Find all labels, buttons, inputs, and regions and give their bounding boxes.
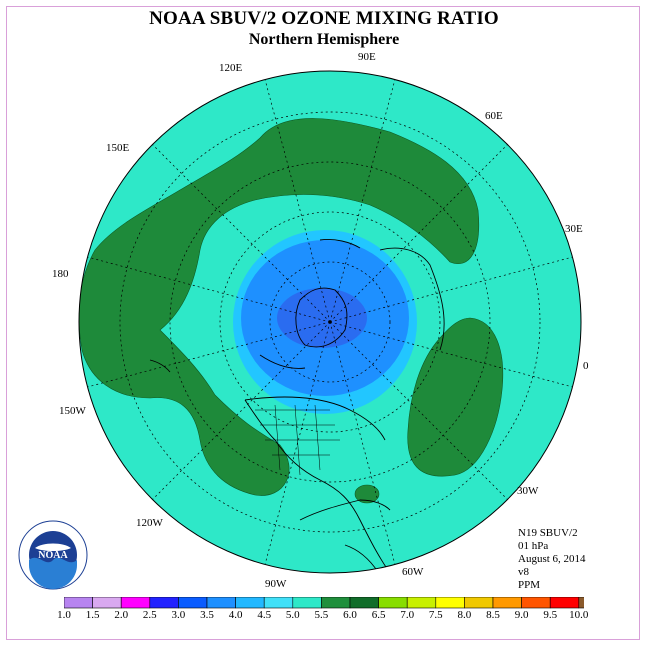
colorbar-tick-label: 3.5: [200, 609, 214, 621]
colorbar-swatch: [149, 597, 179, 609]
colorbar-swatch: [435, 597, 465, 609]
ozone-high-region: [354, 484, 380, 504]
lon-label-90w: 90W: [265, 578, 287, 590]
meridian-line: [79, 254, 331, 323]
colorbar-swatch: [292, 597, 322, 609]
colorbar-tick-label: 3.0: [171, 609, 186, 621]
state-borders: [255, 404, 340, 476]
colorbar-swatch: [349, 597, 379, 609]
coastlines: [149, 239, 445, 573]
colorbar-tick-label: 10.0: [569, 609, 589, 621]
colorbar-tick-label: 1.5: [85, 609, 100, 621]
colorbar-tick-label: 4.0: [228, 609, 243, 621]
meridian-line: [329, 321, 398, 573]
colorbar-tick-label: 9.0: [514, 609, 529, 621]
ozone-high-region: [79, 118, 480, 496]
ozone-high-region: [407, 317, 504, 477]
colorbar-tick-label: 4.5: [257, 609, 272, 621]
lon-label-0: 0: [583, 360, 589, 372]
pressure-level-label: 01 hPa: [518, 540, 549, 552]
frame-border: [6, 6, 640, 640]
satellite-label: N19 SBUV/2: [518, 527, 578, 539]
meridian-line: [329, 254, 581, 323]
lon-label-30w: 30W: [517, 485, 539, 497]
info-block: N19 SBUV/2 01 hPa August 6, 2014 v8 PPM: [518, 527, 586, 592]
colorbar-tick-label: 8.5: [486, 609, 500, 621]
colorbar-swatch: [521, 597, 551, 609]
colorbar-swatch: [464, 597, 494, 609]
colorbar-swatch: [120, 597, 151, 609]
lon-label-60e: 60E: [485, 110, 503, 122]
logo-text: NOAA: [38, 550, 68, 561]
units-label: PPM: [518, 579, 541, 591]
date-label: August 6, 2014: [518, 553, 586, 565]
meridians: [79, 71, 581, 573]
colorbar-tick-label: 7.5: [428, 609, 443, 621]
colorbar-tick-label: 7.0: [400, 609, 415, 621]
colorbar-tick-label: 2.5: [142, 609, 157, 621]
meridian-line: [262, 321, 331, 573]
colorbar-swatch: [92, 597, 122, 609]
lon-label-120e: 120E: [219, 62, 243, 74]
colorbar-swatch: [378, 597, 408, 609]
colorbar-swatch: [178, 597, 208, 609]
colorbar-tick-label: 8.0: [457, 609, 472, 621]
meridian-line: [329, 137, 515, 323]
colorbar-swatch: [64, 597, 93, 609]
colorbar-swatch: [578, 597, 584, 609]
colorbar-swatch: [263, 597, 294, 609]
lon-label-150e: 150E: [106, 142, 130, 154]
lon-label-60w: 60W: [402, 566, 424, 578]
colorbar-swatch: [235, 597, 265, 609]
lon-label-30e: 30E: [565, 223, 583, 235]
colorbar-swatch: [206, 597, 236, 609]
colorbar-tick-label: 1.0: [57, 609, 71, 621]
lon-label-90e: 90E: [358, 51, 376, 63]
colorbar-tick-label: 2.0: [114, 609, 129, 621]
meridian-line: [79, 321, 331, 390]
map-subtitle: Northern Hemisphere: [248, 31, 400, 48]
colorbar-tick-label: 6.0: [343, 609, 357, 621]
colorbar-tick-label: 5.5: [314, 609, 329, 621]
meridian-line: [145, 137, 331, 323]
lon-label-120w: 120W: [136, 517, 163, 529]
meridian-line: [262, 71, 331, 323]
noaa-logo: NOAA: [18, 520, 88, 590]
meridian-line: [329, 71, 398, 323]
colorbar-swatch: [549, 597, 580, 609]
colorbar-tick-label: 5.0: [285, 609, 300, 621]
colorbar: [64, 597, 584, 609]
lon-label-150w: 150W: [59, 405, 86, 417]
colorbar-tick-label: 6.5: [371, 609, 386, 621]
colorbar-swatch: [492, 597, 522, 609]
colorbar-swatch: [406, 597, 437, 609]
meridian-line: [329, 321, 581, 390]
map-edge: [78, 70, 582, 574]
meridian-line: [145, 321, 331, 507]
map-title: NOAA SBUV/2 OZONE MIXING RATIO: [149, 8, 499, 29]
graticule: [119, 111, 541, 533]
colorbar-swatch: [321, 597, 351, 609]
meridian-line: [329, 321, 515, 507]
ozone-lowest-region: [277, 288, 367, 348]
lon-label-180: 180: [52, 268, 69, 280]
version-label: v8: [518, 566, 529, 578]
colorbar-tick-label: 9.5: [543, 609, 558, 621]
